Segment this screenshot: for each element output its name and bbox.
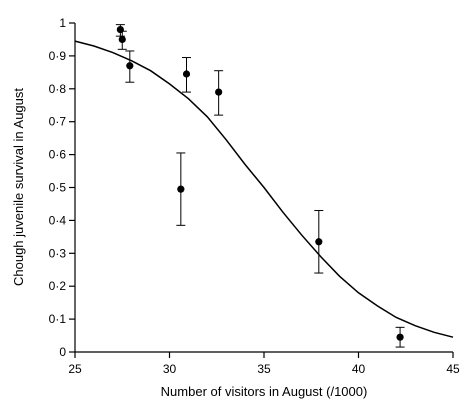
y-tick-label: 0·2 — [49, 279, 67, 293]
data-point — [116, 25, 124, 34]
y-tick-label: 0·4 — [49, 213, 67, 227]
data-point — [126, 62, 134, 70]
data-point-group — [314, 210, 324, 274]
data-point-group — [125, 50, 135, 83]
data-point — [182, 70, 191, 78]
data-point — [215, 88, 223, 96]
x-ticks: 25 30 35 40 45 — [68, 352, 460, 376]
data-point-group — [117, 30, 127, 50]
x-tick-label: 25 — [68, 362, 82, 376]
data-point-group — [176, 152, 186, 226]
data-point — [396, 333, 404, 341]
y-tick-label: 1 — [59, 16, 66, 30]
fitted-curve — [74, 40, 454, 338]
y-axis-label: Chough juvenile survival in August — [11, 88, 26, 286]
y-ticks: 0 0·1 0·2 0·3 0·4 0·5 0·6 0·7 0·8 0·9 1 — [49, 16, 75, 359]
data-point — [118, 35, 126, 44]
x-tick-label: 35 — [257, 362, 271, 376]
x-axis-label: Number of visitors in August (/1000) — [161, 384, 368, 399]
data-point — [177, 185, 185, 193]
data-points — [115, 24, 405, 348]
data-point-group — [395, 326, 405, 348]
data-point — [315, 238, 323, 246]
y-tick-label: 0·6 — [49, 148, 67, 162]
data-point-group — [182, 57, 192, 93]
y-tick-label: 0·1 — [49, 312, 67, 326]
y-tick-label: 0·9 — [49, 49, 67, 63]
y-tick-label: 0·7 — [49, 115, 67, 129]
data-point-group — [115, 24, 125, 37]
y-tick-label: 0 — [59, 345, 66, 359]
y-tick-label: 0·3 — [49, 246, 67, 260]
x-tick-label: 45 — [446, 362, 460, 376]
y-tick-label: 0·5 — [49, 181, 67, 195]
x-tick-label: 30 — [163, 362, 177, 376]
x-tick-label: 40 — [352, 362, 366, 376]
y-tick-label: 0·8 — [49, 82, 67, 96]
data-point-group — [214, 70, 224, 116]
